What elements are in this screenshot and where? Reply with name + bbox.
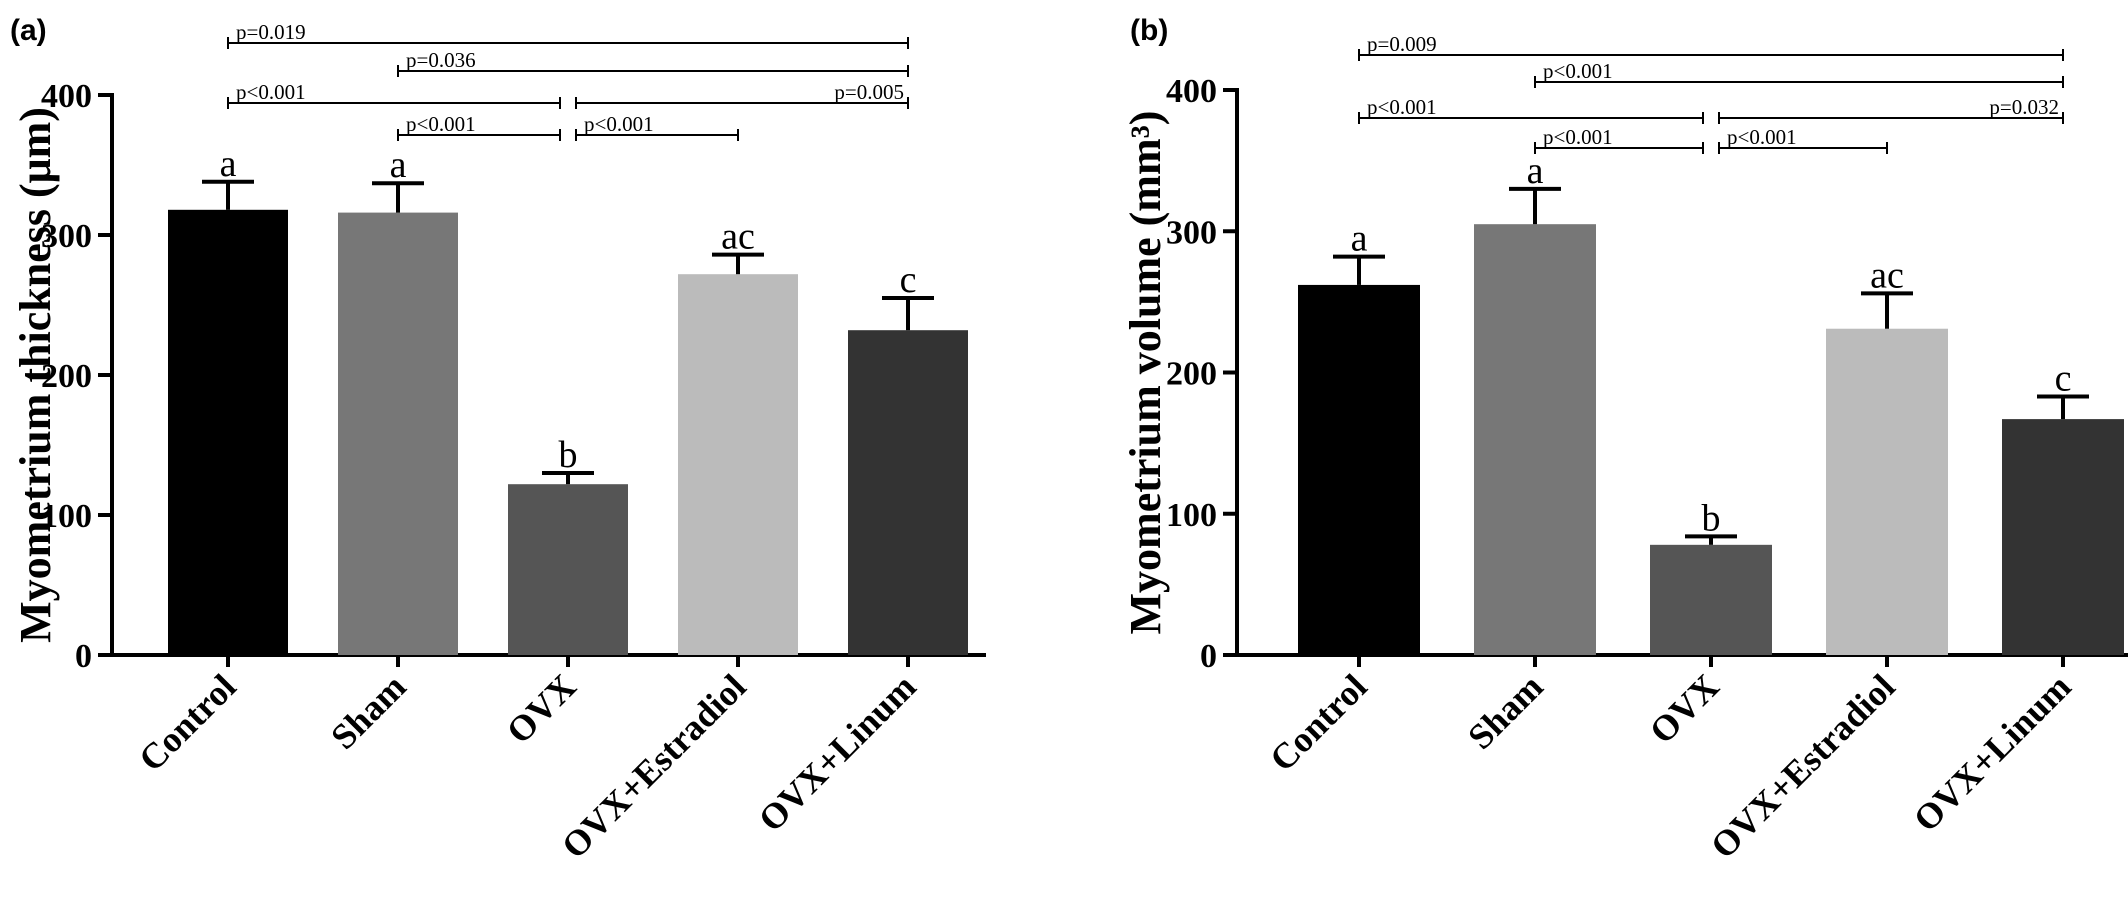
bar bbox=[338, 212, 458, 655]
p-value-label: p<0.001 bbox=[584, 112, 654, 136]
x-tick-label: Control bbox=[131, 666, 244, 779]
significance-letter: c bbox=[900, 259, 917, 301]
significance-letter: b bbox=[559, 434, 578, 476]
significance-letter: b bbox=[1702, 497, 1721, 539]
y-axis-title: Myometrium volume (mm³) bbox=[1121, 111, 1170, 635]
bar bbox=[168, 209, 288, 656]
bar bbox=[1826, 328, 1948, 655]
y-tick-label: 0 bbox=[1200, 638, 1217, 675]
p-value-label: p<0.001 bbox=[1543, 125, 1613, 149]
y-tick-label: 400 bbox=[1166, 73, 1217, 110]
x-tick-label: OVX bbox=[1642, 666, 1727, 751]
x-tick-label: Sham bbox=[323, 666, 414, 757]
x-tick-label: Sham bbox=[1460, 666, 1551, 757]
x-tick-label: Control bbox=[1262, 666, 1375, 779]
chart-panel-1: (b) Myometrium volume (mm³) 0 100 200 300 400 a… bbox=[1121, 14, 2128, 866]
bar bbox=[508, 484, 628, 655]
chart-panel-0: (a) Myometrium thickness (μm) 0 100 200 300 40… bbox=[10, 14, 986, 866]
bar bbox=[1298, 284, 1420, 655]
p-value-label: p=0.009 bbox=[1367, 32, 1437, 56]
y-tick-label: 200 bbox=[41, 358, 92, 395]
p-value-label: p=0.032 bbox=[1989, 95, 2059, 119]
x-tick-label: OVX bbox=[499, 666, 584, 751]
p-value-label: p=0.036 bbox=[406, 48, 476, 72]
y-tick-label: 300 bbox=[41, 218, 92, 255]
significance-letter: a bbox=[1351, 218, 1368, 260]
panel-label: (b) bbox=[1130, 14, 1168, 47]
p-value-label: p=0.005 bbox=[834, 80, 904, 104]
y-tick-label: 200 bbox=[1166, 356, 1217, 393]
significance-letter: a bbox=[220, 143, 237, 185]
significance-letter: a bbox=[1527, 150, 1544, 192]
significance-letter: ac bbox=[721, 216, 755, 258]
panel-label: (a) bbox=[10, 14, 47, 47]
p-value-label: p<0.001 bbox=[1543, 59, 1613, 83]
bar bbox=[1474, 224, 1596, 655]
p-value-label: p<0.001 bbox=[406, 112, 476, 136]
significance-letter: a bbox=[390, 144, 407, 186]
p-value-label: p<0.001 bbox=[1727, 125, 1797, 149]
p-value-label: p<0.001 bbox=[236, 80, 306, 104]
bar bbox=[848, 330, 968, 655]
p-value-label: p=0.019 bbox=[236, 20, 306, 44]
significance-letter: ac bbox=[1870, 254, 1904, 296]
x-tick-label: OVX+Linum bbox=[751, 666, 924, 839]
x-tick-label: OVX+Estradiol bbox=[1703, 666, 1903, 866]
y-tick-label: 0 bbox=[75, 638, 92, 675]
bar bbox=[2002, 419, 2124, 655]
y-axis-title: Myometrium thickness (μm) bbox=[11, 107, 60, 643]
bar bbox=[678, 274, 798, 655]
x-tick-label: OVX+Estradiol bbox=[554, 666, 754, 866]
y-tick-label: 400 bbox=[41, 78, 92, 115]
p-value-label: p<0.001 bbox=[1367, 95, 1437, 119]
y-tick-label: 100 bbox=[1166, 497, 1217, 534]
significance-letter: c bbox=[2055, 358, 2072, 400]
y-tick-label: 300 bbox=[1166, 214, 1217, 251]
bar bbox=[1650, 544, 1772, 655]
x-tick-label: OVX+Linum bbox=[1906, 666, 2079, 839]
y-tick-label: 100 bbox=[41, 498, 92, 535]
